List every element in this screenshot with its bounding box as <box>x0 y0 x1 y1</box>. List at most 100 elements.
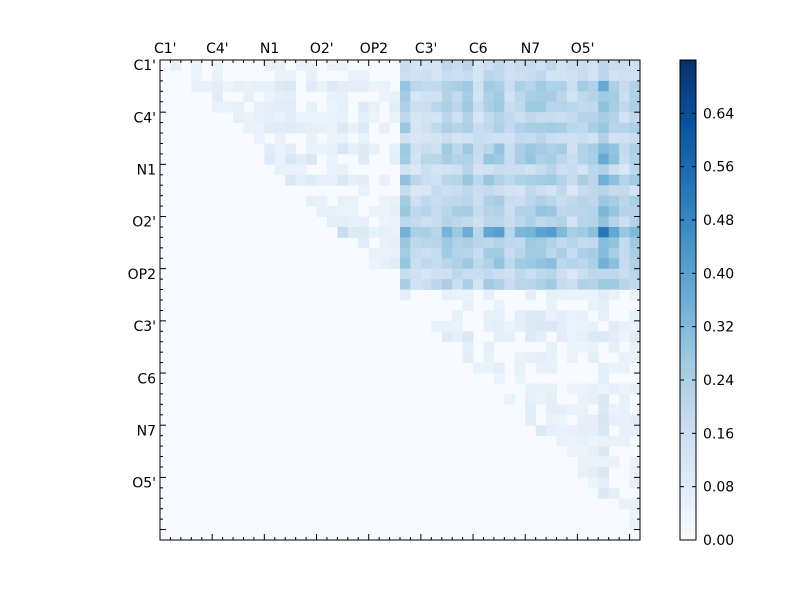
heatmap-cell <box>452 112 463 123</box>
heatmap-cell <box>587 195 599 207</box>
heatmap-cell <box>358 174 370 186</box>
heatmap-cell <box>253 80 265 92</box>
heatmap-cell <box>410 247 422 259</box>
heatmap-cell <box>400 101 411 113</box>
heatmap-cell <box>619 352 630 363</box>
heatmap-cell <box>619 404 630 416</box>
heatmap-cell <box>525 195 537 207</box>
heatmap-cell <box>546 112 557 123</box>
heatmap-cell <box>535 383 547 395</box>
heatmap-cell <box>473 206 484 217</box>
heatmap-cell <box>493 373 505 384</box>
heatmap-cell <box>452 289 463 301</box>
x-tick-label: N7 <box>521 41 540 57</box>
heatmap-cell <box>598 456 610 468</box>
heatmap-cell <box>546 258 557 270</box>
heatmap-cell <box>462 279 474 290</box>
heatmap-cell <box>556 101 568 113</box>
heatmap-cell <box>483 289 495 301</box>
heatmap-cell <box>274 101 286 113</box>
heatmap-cell <box>420 164 432 176</box>
heatmap-cell <box>420 60 432 71</box>
heatmap-cell <box>389 91 401 103</box>
heatmap-cell <box>410 91 422 103</box>
heatmap-cell <box>619 414 630 426</box>
heatmap-cell <box>410 258 422 270</box>
heatmap-cell <box>546 80 557 92</box>
heatmap-cell <box>431 320 443 332</box>
heatmap-cell <box>431 258 443 270</box>
heatmap-cell <box>629 456 641 468</box>
heatmap-cell <box>598 237 610 249</box>
heatmap-cell <box>462 101 474 113</box>
heatmap-cell <box>546 383 557 395</box>
heatmap-cell <box>546 310 557 322</box>
heatmap-cell <box>326 112 338 123</box>
heatmap-cell <box>483 164 495 176</box>
heatmap-cell <box>535 331 547 343</box>
heatmap-cell <box>629 289 641 301</box>
heatmap-cell <box>546 70 557 82</box>
heatmap-cell <box>358 101 370 113</box>
heatmap-cell <box>587 393 599 405</box>
heatmap-cell <box>514 153 526 165</box>
heatmap-cell <box>577 226 589 238</box>
heatmap-cell <box>379 258 390 270</box>
heatmap-cell <box>452 195 463 207</box>
heatmap-cell <box>525 393 537 405</box>
heatmap-cell <box>535 247 547 259</box>
heatmap-cell <box>316 195 328 207</box>
colorbar-tick-label: 0.40 <box>703 266 734 282</box>
heatmap-cell <box>431 216 443 228</box>
heatmap-cell <box>452 331 463 343</box>
heatmap-cell <box>525 174 537 186</box>
heatmap-cell <box>347 122 359 134</box>
colorbar-gradient <box>679 59 697 541</box>
heatmap-cell <box>587 153 599 165</box>
heatmap-cell <box>483 122 495 134</box>
heatmap-cell <box>483 70 495 82</box>
heatmap-cell <box>619 133 630 144</box>
heatmap-cell <box>535 226 547 238</box>
heatmap-cell <box>587 133 599 144</box>
heatmap-cell <box>619 122 630 134</box>
heatmap-cell <box>264 153 276 165</box>
heatmap-cell <box>400 143 411 155</box>
heatmap-cell <box>577 446 589 457</box>
heatmap-cell <box>452 268 463 280</box>
heatmap-cell <box>514 216 526 228</box>
heatmap-cell <box>212 101 223 113</box>
heatmap-cell <box>483 352 495 363</box>
heatmap-cell <box>379 237 390 249</box>
heatmap-cell <box>535 80 547 92</box>
heatmap-cell <box>274 91 286 103</box>
heatmap-cell <box>347 80 359 92</box>
heatmap-cell <box>222 101 234 113</box>
heatmap-cell <box>535 70 547 82</box>
heatmap-cell <box>577 112 589 123</box>
heatmap-cell <box>608 247 620 259</box>
heatmap-cell <box>493 91 505 103</box>
heatmap-cell <box>493 70 505 82</box>
heatmap-cell <box>514 268 526 280</box>
heatmap-cell <box>285 153 297 165</box>
heatmap-cell <box>285 101 297 113</box>
heatmap-cell <box>629 70 641 82</box>
heatmap-cell <box>285 143 297 155</box>
heatmap-cell <box>535 164 547 176</box>
heatmap-cell <box>473 279 484 290</box>
heatmap-cell <box>326 153 338 165</box>
heatmap-cell <box>556 279 568 290</box>
heatmap-cell <box>598 487 610 499</box>
heatmap-cell <box>587 237 599 249</box>
colorbar-tick-label: 0.16 <box>703 426 734 442</box>
heatmap-cell <box>431 206 443 217</box>
heatmap-cell <box>598 70 610 82</box>
heatmap-cell <box>410 80 422 92</box>
heatmap-cell <box>452 122 463 134</box>
heatmap-cell <box>389 258 401 270</box>
heatmap-cell <box>473 226 484 238</box>
heatmap-cell <box>514 143 526 155</box>
heatmap-cell <box>577 258 589 270</box>
heatmap-cell <box>410 60 422 71</box>
